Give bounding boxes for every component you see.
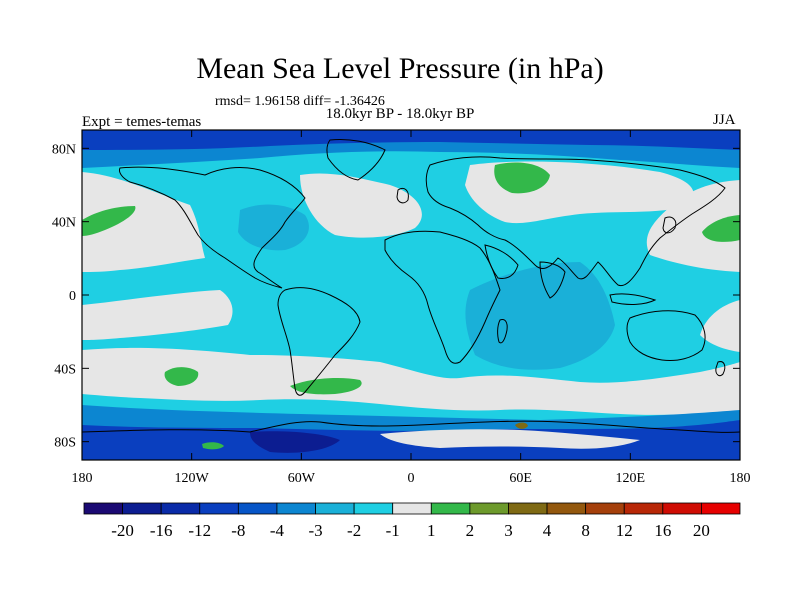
colorbar-swatch <box>546 502 587 515</box>
season-label: JJA <box>713 112 736 128</box>
lat-tick-label: 40S <box>54 362 76 377</box>
colorbar: -20 -16 -12 -8 -4 -3 -2 -1 1 2 3 4 8 12 16 20 <box>83 502 741 540</box>
coast-japan <box>662 216 677 234</box>
lon-tick-label: 60W <box>288 471 316 486</box>
field-antarctic-light <box>380 429 640 449</box>
field-satl-green <box>290 378 362 395</box>
lat-tick-label: 0 <box>69 289 76 304</box>
field-southern-gray <box>82 347 740 415</box>
colorbar-label: 20 <box>693 521 710 540</box>
colorbar-swatch <box>662 502 702 515</box>
field-atlantic-gray <box>300 173 422 238</box>
field-nh-pacific-gray <box>82 172 205 272</box>
colorbar-swatch <box>122 502 162 515</box>
period-text: 18.0kyr BP - 18.0kyr BP <box>325 106 475 122</box>
lon-tick-label: 120W <box>175 471 210 486</box>
colorbar-swatch <box>276 502 316 515</box>
map-field <box>82 130 740 460</box>
colorbar-swatch <box>392 502 432 515</box>
lat-tick-label: 40N <box>52 216 76 231</box>
colorbar-label: 12 <box>616 521 633 540</box>
field-pacific-eq-gray-east <box>700 300 740 352</box>
colorbar-label: -20 <box>111 521 134 540</box>
figure-title: Mean Sea Level Pressure (in hPa) <box>196 52 604 85</box>
lon-tick-label: 60E <box>509 471 532 486</box>
colorbar-swatch <box>508 502 548 515</box>
stats-text: rmsd= 1.96158 diff= -1.36426 <box>215 94 385 109</box>
lat-tick-label: 80N <box>52 142 76 157</box>
lon-tick-label: 0 <box>408 471 415 486</box>
experiment-label: Expt = temes-temas <box>82 114 202 130</box>
colorbar-swatch <box>469 502 509 515</box>
field-antarctic-darkest <box>250 431 340 453</box>
colorbar-swatch <box>430 502 471 515</box>
lon-tick-label: 120E <box>616 471 646 486</box>
coast-north-america <box>119 166 306 289</box>
coast-eurasia <box>425 156 726 287</box>
colorbar-label: -4 <box>270 521 285 540</box>
lon-tick-label: 180 <box>72 471 93 486</box>
colorbar-label: 2 <box>466 521 475 540</box>
coast-india <box>539 261 566 299</box>
colorbar-label: -2 <box>347 521 361 540</box>
field-siberia-green <box>494 162 550 194</box>
field-arctic-darker <box>82 130 740 150</box>
lon-tick-label: 180 <box>730 471 751 486</box>
colorbar-swatch <box>199 502 239 515</box>
coast-uk <box>396 187 409 204</box>
field-pacific-eq-gray <box>82 290 233 340</box>
colorbar-swatch <box>237 502 278 515</box>
coastlines <box>82 139 740 433</box>
colorbar-swatch <box>315 502 355 515</box>
colorbar-label: -3 <box>308 521 322 540</box>
colorbar-label: -8 <box>231 521 245 540</box>
colorbar-label: -12 <box>188 521 211 540</box>
coast-madagascar <box>497 319 508 344</box>
field-n-atlantic-blue <box>238 204 309 251</box>
colorbar-label: 16 <box>654 521 671 540</box>
colorbar-label: 8 <box>581 521 590 540</box>
coast-africa <box>384 230 501 364</box>
colorbar-label: 1 <box>427 521 436 540</box>
coast-australia <box>626 310 706 361</box>
field-npac-e-green <box>702 215 740 242</box>
map-axes: 180 120W 60W 0 60E 120E 180 80N 40N 0 40S 80S <box>52 130 751 486</box>
colorbar-label: -16 <box>150 521 173 540</box>
colorbar-label: -1 <box>386 521 400 540</box>
colorbar-swatch <box>623 502 664 515</box>
field-nh-pacific-gray-east <box>646 180 740 272</box>
coast-greenland <box>326 139 386 181</box>
field-spac-green <box>164 367 199 386</box>
lat-tick-label: 80S <box>54 436 76 451</box>
colorbar-label: 4 <box>543 521 552 540</box>
field-npac-w-green <box>82 206 136 236</box>
colorbar-swatch <box>585 502 625 515</box>
coast-new-zealand <box>715 361 726 377</box>
colorbar-swatch <box>83 502 123 515</box>
colorbar-label: 3 <box>504 521 513 540</box>
coast-indonesia <box>609 293 657 305</box>
field-east-ant-olive <box>515 422 528 429</box>
field-indian-blue <box>465 262 615 370</box>
coast-south-america <box>277 287 361 396</box>
colorbar-swatch <box>160 502 201 515</box>
colorbar-swatch <box>353 502 394 515</box>
colorbar-swatch <box>701 502 741 515</box>
field-weddell-green <box>202 442 224 450</box>
coast-antarctica <box>82 420 740 433</box>
coast-arabia <box>484 244 519 279</box>
